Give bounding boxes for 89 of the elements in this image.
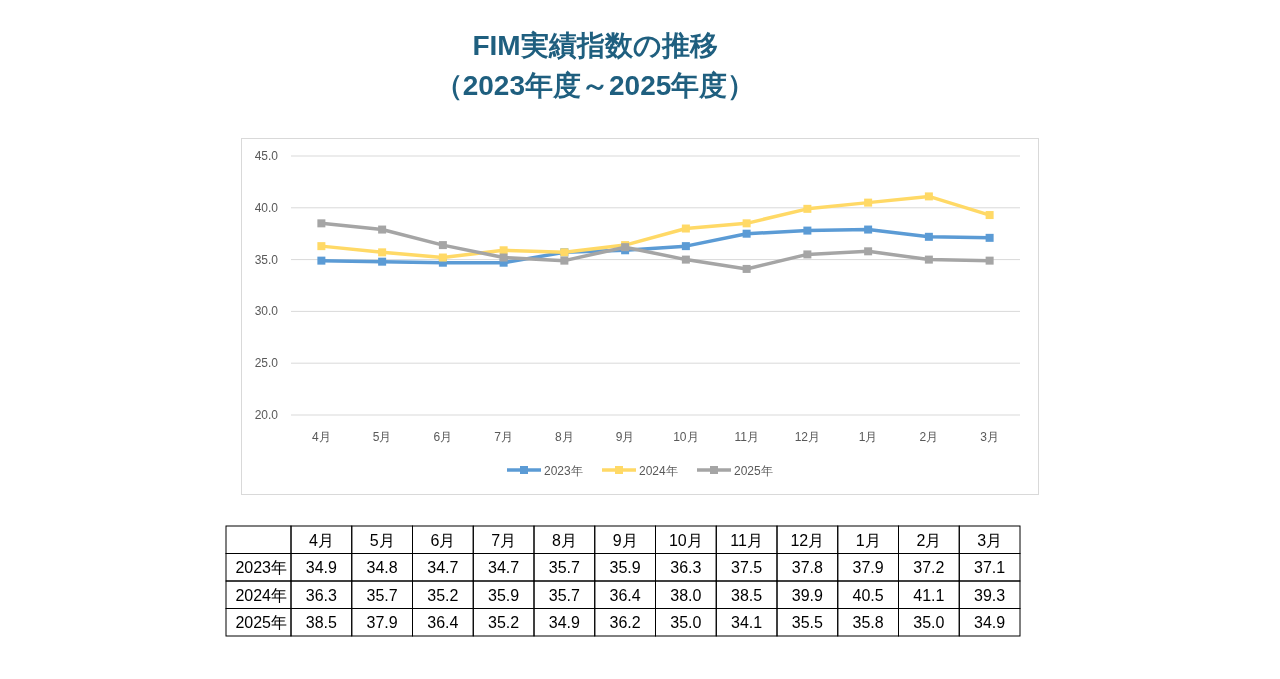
value-label: 35.0 — [670, 614, 702, 632]
point — [985, 211, 994, 220]
value-label: 37.5 — [731, 559, 763, 577]
value-label: 34.9 — [305, 559, 337, 577]
value-label: 36.3 — [305, 586, 337, 604]
value-label: 38.0 — [670, 586, 702, 604]
value-label: 34.9 — [974, 614, 1006, 632]
value-label: 37.1 — [974, 559, 1006, 577]
point — [924, 232, 933, 241]
value-label: 40.5 — [852, 586, 884, 604]
value-label: 37.8 — [791, 559, 823, 577]
point — [864, 225, 873, 234]
chart-title: FIM実績指数の推移 — [472, 30, 718, 61]
y-tick-label: 25.0 — [254, 356, 279, 371]
point — [378, 257, 387, 266]
point — [742, 264, 751, 273]
value-label: 38.5 — [731, 586, 763, 604]
point — [681, 242, 690, 251]
y-tick-label: 35.0 — [254, 252, 279, 267]
x-tick-label: 10月 — [673, 430, 699, 444]
x-tick-label: 11月 — [734, 430, 759, 444]
value-label: 35.2 — [488, 614, 520, 632]
x-tick-label: 3月 — [980, 430, 999, 444]
value-label: 34.7 — [488, 559, 520, 577]
x-tick-label: 5月 — [372, 430, 392, 444]
point — [742, 229, 751, 238]
legend-label: 2025年 — [734, 464, 773, 478]
legend-label: 2023年 — [544, 464, 583, 478]
value-label: 39.9 — [791, 586, 823, 604]
y-tick-label: 40.0 — [254, 200, 279, 215]
value-label: 39.3 — [974, 586, 1006, 604]
point — [924, 192, 933, 201]
x-tick-label: 2月 — [919, 430, 939, 444]
value-label: 38.5 — [305, 614, 337, 632]
x-tick-label: 7月 — [494, 430, 513, 444]
point — [378, 225, 387, 234]
point — [803, 250, 812, 259]
point — [560, 256, 569, 265]
value-label: 36.4 — [609, 586, 641, 604]
value-label: 35.7 — [548, 559, 580, 577]
point — [864, 198, 873, 207]
point — [803, 226, 812, 235]
value-label: 36.3 — [670, 559, 702, 577]
value-label: 34.9 — [548, 614, 580, 632]
point — [681, 255, 690, 264]
x-tick-label: 9月 — [615, 430, 635, 444]
value-label: 35.0 — [913, 614, 945, 632]
value-label: 35.9 — [609, 559, 641, 577]
point — [924, 255, 933, 264]
y-tick-label: 30.0 — [254, 304, 279, 319]
point — [742, 219, 751, 228]
legend-label: 2024年 — [639, 464, 678, 478]
y-tick-label: 20.0 — [254, 408, 279, 422]
value-label: 36.2 — [609, 614, 641, 632]
point — [438, 253, 447, 262]
value-label: 37.9 — [366, 614, 398, 632]
x-tick-label: 6月 — [433, 430, 453, 444]
value-label: 34.1 — [731, 614, 763, 632]
x-tick-label: 8月 — [555, 430, 574, 444]
point — [317, 242, 326, 251]
point — [985, 233, 994, 242]
x-tick-label: 4月 — [312, 430, 331, 444]
value-label: 35.5 — [791, 614, 823, 632]
value-label: 35.2 — [427, 586, 459, 604]
point — [985, 256, 994, 265]
value-label: 35.7 — [548, 586, 580, 604]
value-label: 41.1 — [913, 586, 945, 604]
value-label: 35.8 — [852, 614, 884, 632]
data-table: 4月 5月 6月 7月 8月 9月 10月 11月 12月 1月 2月 3月 2023年 34.9 34.8 34.7 34.7 35.7 35.9 36.3 37.5 37.8 37.9 37.2 37.1 2024年 36.3 35.7 35.2 35.9 35.7 36.4 38.0 38.5 39.9 40.5 41.1 39.3 2025年 38.5 37.9 36.4 35.2 34.9 36.2 35.0 34.1 35.5 35.8 35.0 34.9 — [225, 525, 1021, 637]
chart-subtitle: （2023年度～2025年度） — [434, 70, 756, 101]
point — [681, 224, 690, 233]
value-label: 37.9 — [852, 559, 884, 577]
x-tick-label: 12月 — [794, 430, 821, 444]
point — [317, 256, 326, 265]
value-label: 37.2 — [913, 559, 945, 577]
value-label: 34.7 — [427, 559, 459, 577]
x-tick-label: 1月 — [858, 430, 878, 444]
point — [803, 204, 812, 213]
y-tick-label: 45.0 — [254, 149, 279, 163]
value-label: 34.8 — [366, 559, 398, 577]
point — [864, 247, 873, 256]
value-label: 36.4 — [427, 614, 459, 632]
value-label: 35.7 — [366, 586, 398, 604]
point — [499, 246, 508, 255]
point — [499, 253, 508, 262]
point — [378, 248, 387, 257]
value-label: 35.9 — [488, 586, 520, 604]
point — [438, 241, 447, 250]
point — [317, 219, 326, 228]
